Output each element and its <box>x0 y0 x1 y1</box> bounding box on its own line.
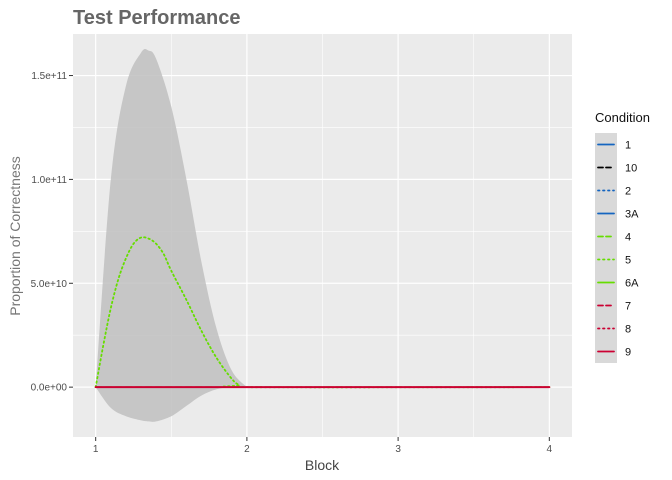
series-line-5 <box>94 236 551 389</box>
legend-label-1: 1 <box>625 140 631 152</box>
legend-label-6A: 6A <box>625 278 639 290</box>
x-tick-label: 3 <box>395 444 401 455</box>
chart-title: Test Performance <box>73 7 240 29</box>
legend-label-5: 5 <box>625 255 631 267</box>
legend-label-10: 10 <box>625 163 637 175</box>
legend-label-9: 9 <box>625 347 631 359</box>
legend-key-bg <box>595 248 617 271</box>
legend-key-bg <box>595 179 617 202</box>
legend-label-8: 8 <box>625 324 631 336</box>
y-tick-label: 5.0e+10 <box>31 279 68 290</box>
x-tick-label: 1 <box>93 444 99 455</box>
y-axis-title: Proportion of Correctness <box>7 156 23 316</box>
x-tick-label: 2 <box>244 444 250 455</box>
y-tick-label: 1.5e+11 <box>31 71 67 82</box>
ribbon-layer <box>95 49 247 422</box>
legend-label-7: 7 <box>625 301 631 313</box>
y-axis: 0.0e+00 5.0e+10 1.0e+11 1.5e+11 <box>31 71 73 394</box>
legend-label-3A: 3A <box>625 209 639 221</box>
legend-label-2: 2 <box>625 186 631 198</box>
y-tick-label: 0.0e+00 <box>31 383 68 394</box>
y-tick-label: 1.0e+11 <box>31 175 67 186</box>
x-axis: 1 2 3 4 <box>93 437 553 455</box>
legend-title: Condition <box>595 110 650 125</box>
x-axis-title: Block <box>305 457 340 473</box>
x-tick-label: 4 <box>547 444 553 455</box>
legend: Condition 1 10 2 3A 4 5 6A 7 8 9 <box>595 110 650 363</box>
confidence-ribbon <box>95 49 247 422</box>
legend-label-4: 4 <box>625 232 631 244</box>
legend-key-bg <box>595 317 617 340</box>
legend-keys: 1 10 2 3A 4 5 6A 7 8 9 <box>595 133 639 363</box>
series-layer <box>94 236 551 389</box>
